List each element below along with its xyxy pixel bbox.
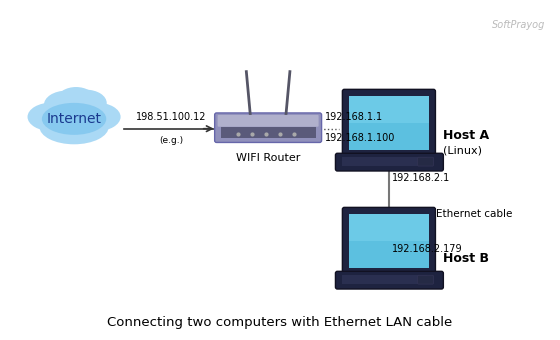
- Text: 192.168.1.1: 192.168.1.1: [325, 112, 382, 122]
- Ellipse shape: [39, 109, 109, 144]
- Text: Ethernet cable: Ethernet cable: [436, 209, 513, 219]
- Text: 192.168.2.1: 192.168.2.1: [392, 173, 450, 183]
- FancyBboxPatch shape: [342, 89, 436, 157]
- FancyBboxPatch shape: [335, 153, 444, 171]
- Text: Host B: Host B: [444, 252, 489, 265]
- Text: Internet: Internet: [46, 112, 101, 126]
- FancyBboxPatch shape: [218, 115, 319, 127]
- FancyBboxPatch shape: [342, 275, 427, 284]
- Ellipse shape: [44, 91, 88, 119]
- Text: WIFI Router: WIFI Router: [236, 153, 300, 163]
- Ellipse shape: [57, 87, 95, 111]
- Ellipse shape: [65, 90, 107, 117]
- FancyBboxPatch shape: [221, 127, 316, 138]
- Text: 198.51.100.12: 198.51.100.12: [136, 112, 206, 122]
- FancyBboxPatch shape: [342, 207, 436, 275]
- FancyBboxPatch shape: [349, 96, 428, 150]
- FancyBboxPatch shape: [418, 275, 433, 284]
- FancyBboxPatch shape: [342, 157, 427, 166]
- Text: Connecting two computers with Ethernet LAN cable: Connecting two computers with Ethernet L…: [108, 316, 452, 329]
- FancyBboxPatch shape: [335, 271, 444, 289]
- FancyBboxPatch shape: [349, 214, 428, 268]
- Text: 192.168.1.100: 192.168.1.100: [325, 133, 395, 142]
- FancyBboxPatch shape: [349, 214, 428, 241]
- FancyBboxPatch shape: [349, 96, 428, 123]
- Ellipse shape: [42, 103, 106, 135]
- Text: SoftPrayog: SoftPrayog: [492, 20, 545, 31]
- Text: Host A: Host A: [444, 129, 489, 142]
- FancyBboxPatch shape: [418, 157, 433, 166]
- Text: 192.168.2.179: 192.168.2.179: [392, 244, 463, 254]
- Text: (e.g.): (e.g.): [159, 136, 183, 144]
- Ellipse shape: [27, 102, 77, 131]
- Ellipse shape: [71, 102, 120, 131]
- FancyBboxPatch shape: [214, 113, 321, 142]
- Text: (Linux): (Linux): [444, 145, 482, 155]
